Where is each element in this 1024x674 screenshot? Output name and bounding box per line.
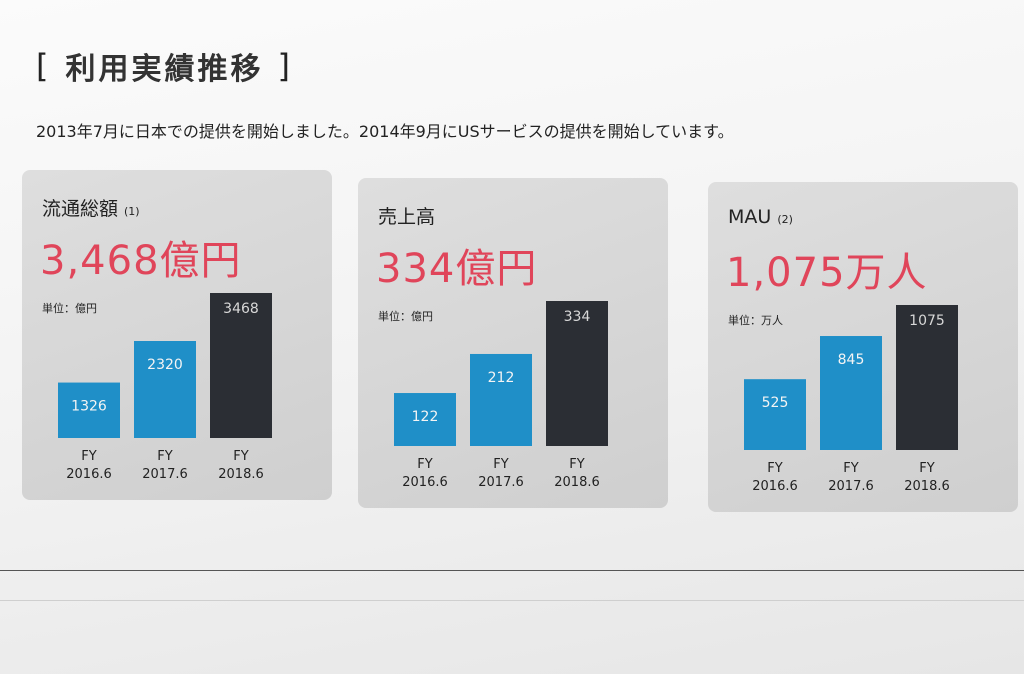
panel-headline-value: 334億円 [376, 246, 538, 292]
category-label: 2018.6 [218, 467, 264, 482]
category-label: 2016.6 [752, 479, 798, 494]
bar-chart-gmv: 1326 FY 2016.6 2320 FY 2017.6 3468 FY 2018.6 [58, 293, 272, 482]
intro-text: 2013年7月に日本での提供を開始しました。2014年9月にUSサービスの提供を… [36, 122, 734, 141]
bar-value-label: 122 [412, 409, 439, 425]
bar [210, 293, 272, 438]
heading-title: 利用実績推移 [65, 52, 264, 87]
bar [744, 379, 806, 450]
category-label: 2017.6 [828, 479, 874, 494]
bar [58, 382, 120, 438]
panel-title-text: MAU [728, 206, 772, 228]
bar [896, 305, 958, 450]
panel-title-text: 売上高 [378, 206, 436, 228]
category-label: 2016.6 [66, 467, 112, 482]
category-label: 2017.6 [142, 467, 188, 482]
bar-chart-mau: 525 FY 2016.6 845 FY 2017.6 1075 FY 2018.6 [744, 305, 958, 494]
panel-unit-label: 単位：億円 [378, 310, 433, 323]
panel-mau: MAU (2) 1,075万人 単位：万人 525 FY 2016.6 845 FY 201… [708, 182, 1018, 512]
panel-unit-label: 単位：億円 [42, 302, 97, 315]
bar-value-label: 845 [838, 352, 865, 368]
category-label: FY [843, 461, 858, 476]
category-label: FY [493, 457, 508, 472]
category-label: 2016.6 [402, 475, 448, 490]
bar-value-label: 3468 [223, 301, 259, 317]
category-label: 2018.6 [904, 479, 950, 494]
bar [470, 353, 532, 446]
category-label: 2018.6 [554, 475, 600, 490]
bar-chart-revenue: 122 FY 2016.6 212 FY 2017.6 334 FY 2018.6 [394, 301, 608, 490]
category-label: FY [417, 457, 432, 472]
bar [546, 301, 608, 446]
panel-headline-value: 1,075万人 [726, 250, 928, 296]
panel-gmv: 流通総額 (1) 3,468億円 単位：億円 1326 FY 2016.6 2320 FY… [22, 170, 332, 500]
panel-unit-label: 単位：万人 [728, 314, 783, 327]
section-heading: [ 利用実績推移 ] [36, 44, 293, 88]
panel-title-note: (2) [777, 213, 793, 226]
bar [394, 393, 456, 446]
panel-title: 流通総額 (1) [42, 194, 140, 221]
heading-close-bracket: ] [277, 47, 293, 85]
bar [820, 336, 882, 450]
category-label: FY [157, 449, 172, 464]
panel-title: 売上高 [378, 202, 441, 229]
category-label: FY [767, 461, 782, 476]
panel-title-text: 流通総額 [42, 198, 119, 220]
panel-title-note: (1) [124, 205, 140, 218]
bar [134, 340, 196, 438]
category-label: FY [569, 457, 584, 472]
bar-value-label: 334 [564, 309, 591, 325]
divider-line [0, 570, 1024, 571]
bar-value-label: 2320 [147, 357, 183, 373]
panel-headline-value: 3,468億円 [40, 238, 242, 284]
bar-value-label: 525 [762, 395, 789, 411]
category-label: 2017.6 [478, 475, 524, 490]
category-label: FY [233, 449, 248, 464]
divider-line-light [0, 600, 1024, 601]
panel-title: MAU (2) [728, 206, 793, 228]
panel-revenue: 売上高 334億円 単位：億円 122 FY 2016.6 212 FY 2017.6 33… [358, 178, 668, 508]
bar-value-label: 1326 [71, 399, 107, 415]
heading-open-bracket: [ [36, 47, 52, 85]
bar-value-label: 1075 [909, 313, 945, 329]
bar-value-label: 212 [488, 370, 515, 386]
category-label: FY [919, 461, 934, 476]
category-label: FY [81, 449, 96, 464]
